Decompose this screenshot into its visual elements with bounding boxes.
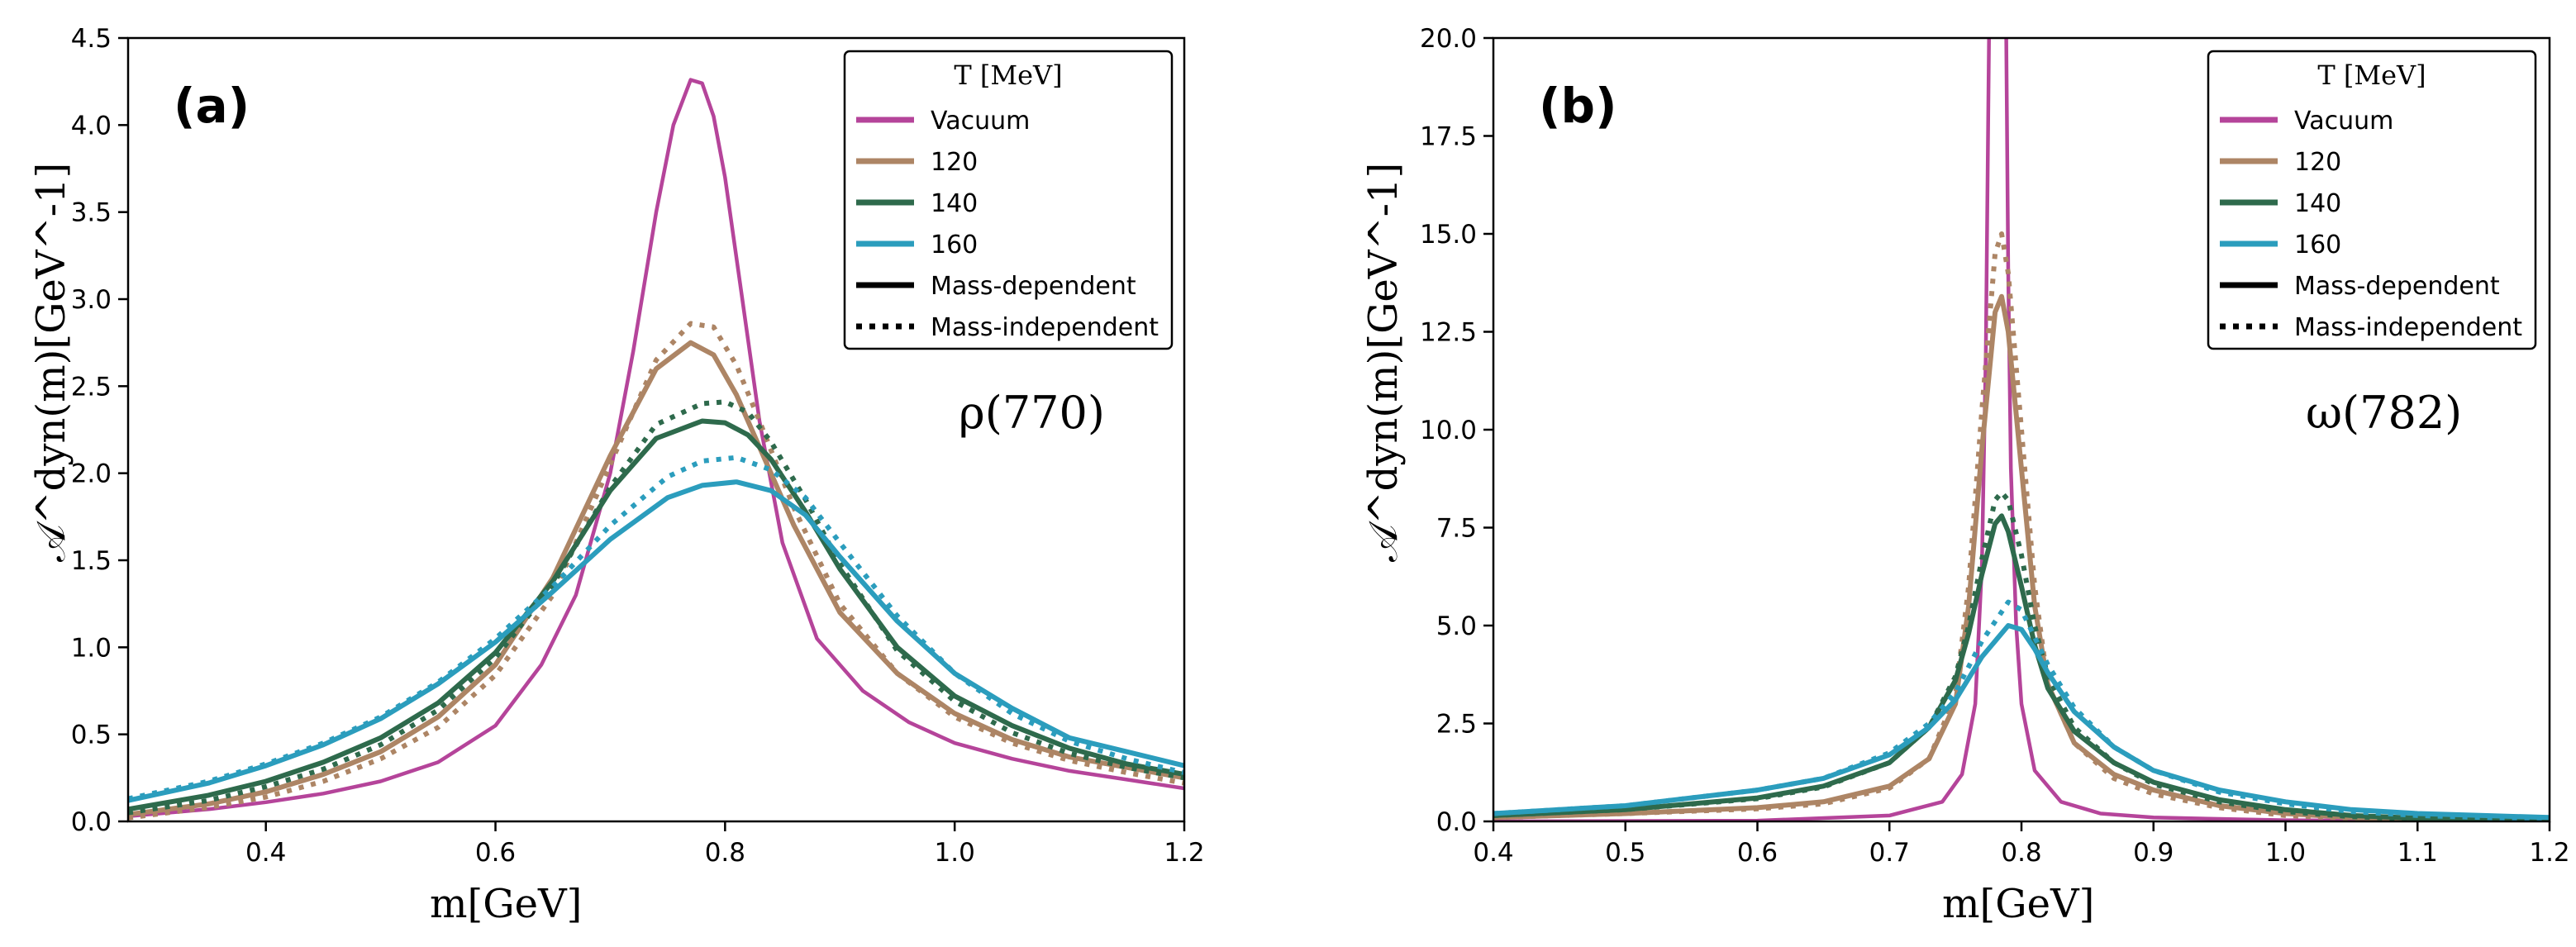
legend-entry-label: Mass-dependent [931,272,1136,301]
legend-entry-label: 120 [2294,148,2341,177]
series-line-160-mass-dependent [128,479,1184,803]
x-tick-label: 1.2 [2529,838,2569,868]
resonance-annotation: ω(782) [2306,387,2462,439]
panel-a: 0.4 0.6 0.8 1.0 1.2 0.0 0.5 1.0 1.5 2.0 2.5 3.0 3.5 4… [28,24,1205,927]
legend: T [MeV] Vacuum 120 140 160 Mass-dependent Mass… [843,50,1174,350]
x-tick-label: 1.0 [935,838,975,868]
y-tick-label: 3.5 [71,198,112,228]
legend-box [2207,50,2537,350]
series-line-vacuum-mass-dependent [1493,38,2550,821]
x-tick-label: 0.8 [2001,838,2041,868]
legend-entry-label: Mass-independent [2294,313,2522,342]
legend-entry-label: 140 [931,189,978,218]
series-line-120-mass-dependent [128,340,1184,817]
x-tick-label: 0.8 [705,838,745,868]
y-tick-label: 2.5 [71,372,112,402]
legend-title: T [MeV] [954,59,1062,91]
x-tick-label: 0.9 [2133,838,2174,868]
x-tick-label: 0.6 [1737,838,1778,868]
panel-label: (b) [1539,78,1617,134]
x-tick-label: 1.2 [1164,838,1204,868]
legend-title: T [MeV] [2317,59,2426,91]
legend: T [MeV] Vacuum 120 140 160 Mass-dependent Mass… [2207,50,2537,350]
series-line-120-mass-independent [128,321,1184,821]
x-tick-label: 1.0 [2265,838,2306,868]
y-tick-label: 0.5 [71,721,112,750]
y-tick-label: 4.0 [71,111,112,140]
legend-entry-label: Vacuum [931,107,1030,136]
y-tick-label: 2.0 [71,459,112,489]
x-tick-label: 0.7 [1869,838,1910,868]
y-tick-label: 3.0 [71,285,112,315]
panel-label: (a) [174,78,250,134]
legend-entry-label: 120 [931,148,978,177]
legend-entry-label: Mass-dependent [2294,272,2500,301]
x-tick-label: 0.6 [475,838,516,868]
legend-entry-label: Vacuum [2294,107,2393,136]
y-axis-label: 𝒜^dyn(m)[GeV^-1] [28,163,74,562]
legend-entry-label: 160 [2294,231,2341,259]
y-tick-label: 15.0 [1420,220,1477,250]
y-tick-label: 17.5 [1420,122,1477,152]
x-tick-label: 0.4 [245,838,286,868]
series-line-vacuum-mass-dependent [128,78,1184,818]
series-line-140-mass-independent [1493,489,2550,821]
resonance-annotation: ρ(770) [959,387,1105,439]
series-line-140-mass-independent [128,399,1184,816]
legend-box [843,50,1174,350]
x-tick-label: 1.1 [2397,838,2438,868]
y-tick-label: 0.0 [1436,807,1477,837]
x-axis-label: m[GeV] [430,881,582,927]
series-line-160-mass-independent [128,454,1184,802]
series-line-120-mass-independent [1493,231,2550,821]
series-line-140-mass-dependent [128,418,1184,812]
axes-frame [126,36,1186,823]
y-tick-label: 1.0 [71,633,112,663]
y-tick-label: 5.0 [1436,612,1477,641]
x-axis-label: m[GeV] [1942,881,2094,927]
panel-b: 0.4 0.5 0.6 0.7 0.8 0.9 1.0 1.1 1.2 0.0 2.5 5.0 7.5 1… [1360,24,2570,927]
series-line-160-mass-dependent [1493,623,2550,821]
x-tick-label: 0.4 [1473,838,1513,868]
y-tick-label: 7.5 [1436,514,1477,544]
y-axis-label: 𝒜^dyn(m)[GeV^-1] [1360,163,1407,562]
y-tick-label: 2.5 [1436,710,1477,740]
series-line-140-mass-dependent [1493,513,2550,821]
legend-entry-label: 140 [2294,189,2341,218]
legend-entry-label: 160 [931,231,978,259]
y-tick-label: 4.5 [71,24,112,54]
y-tick-label: 0.0 [71,807,112,837]
series-line-160-mass-independent [1493,599,2550,821]
y-tick-label: 10.0 [1420,416,1477,445]
y-tick-label: 20.0 [1420,24,1477,54]
legend-entry-label: Mass-independent [931,313,1159,342]
x-tick-label: 0.5 [1605,838,1645,868]
y-tick-label: 12.5 [1420,318,1477,348]
y-tick-label: 1.5 [71,546,112,576]
